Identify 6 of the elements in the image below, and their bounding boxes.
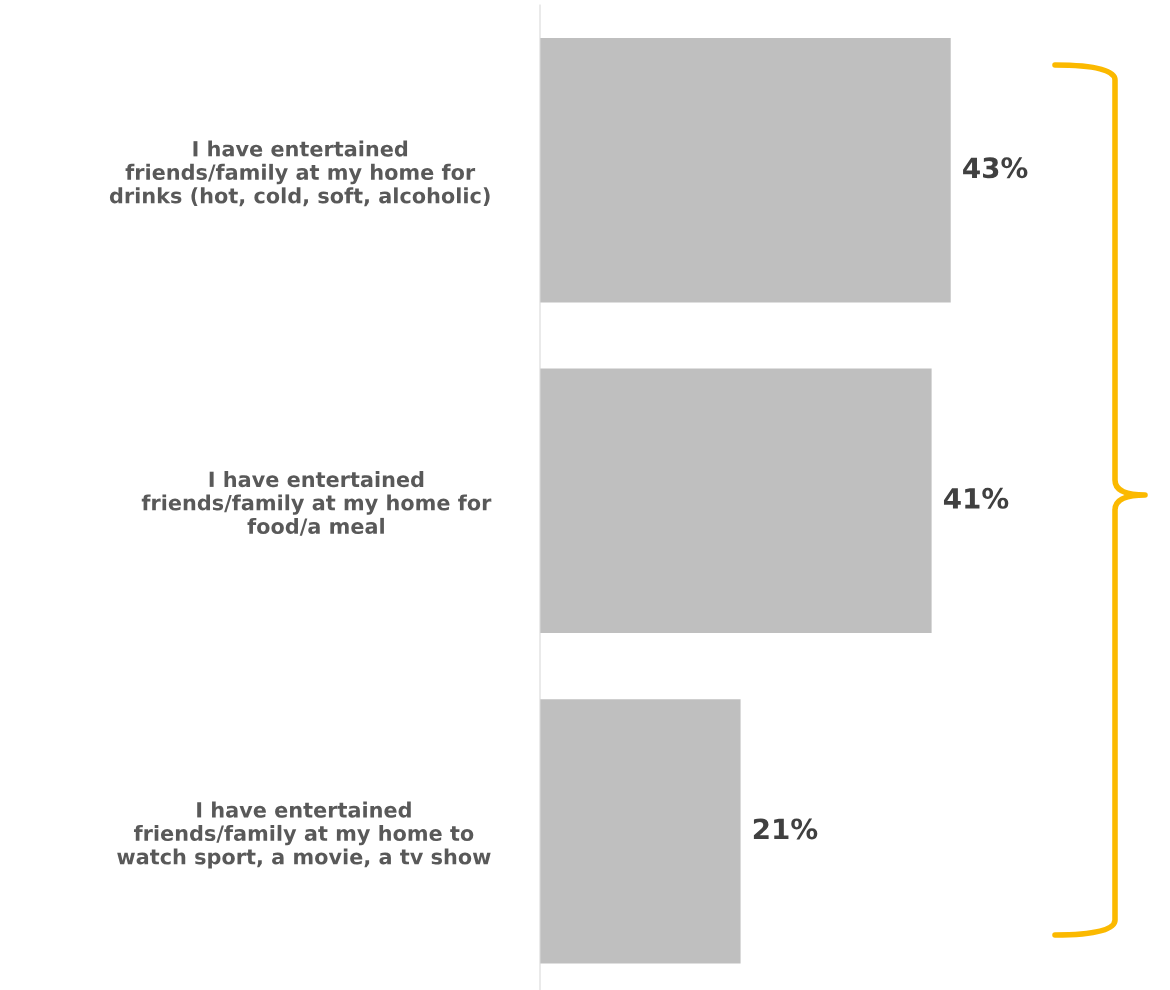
data-label: 21%	[753, 818, 818, 840]
data-label: 41%	[943, 487, 1009, 509]
y-tick-label: I have entertained friends/family at my home for food/a meal	[141, 471, 492, 536]
y-tick-label: I have entertained friends/family at my home to watch sport, a movie, a tv show	[117, 801, 491, 869]
y-tick-label: I have entertained friends/family at my home for drinks (hot, cold, soft, alcoholic)	[109, 140, 490, 207]
data-label: 43%	[963, 157, 1028, 179]
